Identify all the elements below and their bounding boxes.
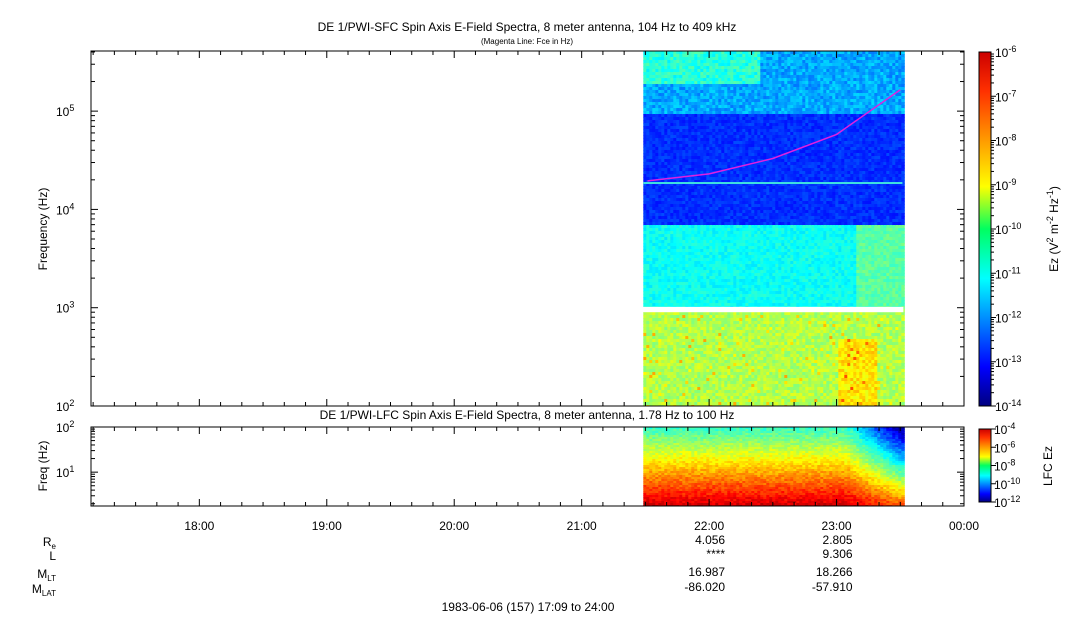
top-colorbar-tick-label: 10-8	[995, 133, 1016, 149]
top-colorbar-tick-label: 10-11	[995, 265, 1021, 281]
time-tick-label: 20:00	[439, 519, 469, 533]
top-y-axis-label: Frequency (Hz)	[36, 188, 50, 271]
fce-line	[647, 89, 901, 182]
time-tick-label: 19:00	[312, 519, 342, 533]
top-colorbar-tick-label: 10-14	[995, 398, 1021, 414]
ephemeris-value: 18.266	[816, 565, 853, 579]
top-colorbar-tick-label: 10-10	[995, 221, 1021, 237]
bottom-colorbar-tick-label: 10-4	[994, 421, 1015, 437]
top-colorbar-tick-label: 10-7	[995, 88, 1016, 104]
top-y-tick-label: 105	[56, 103, 74, 119]
top-y-tick-label: 103	[56, 300, 74, 316]
time-tick-label: 23:00	[822, 519, 852, 533]
bottom-colorbar-tick-label: 10-8	[994, 458, 1015, 474]
ephemeris-row-label: L	[49, 549, 56, 563]
bottom-colorbar-tick-label: 10-12	[994, 494, 1020, 510]
bottom-y-tick-label: 102	[56, 419, 74, 435]
top-spectrogram-image	[642, 51, 905, 406]
top-plot-frame	[90, 50, 965, 407]
bottom-colorbar	[978, 428, 992, 503]
bottom-y-tick-label: 101	[56, 464, 74, 480]
ephemeris-value: -86.020	[684, 580, 725, 594]
top-colorbar-tick-label: 10-9	[995, 177, 1016, 193]
time-tick-label: 18:00	[184, 519, 214, 533]
bottom-spectrogram-image	[643, 427, 905, 506]
time-tick-label: 22:00	[694, 519, 724, 533]
ephemeris-value: 2.805	[823, 533, 853, 547]
top-colorbar-axis: 10-6 10-7 10-8 10-9 10-10 10-11 10-12 10-13 10-1…	[991, 44, 1021, 414]
bottom-chart-title: DE 1/PWI-LFC Spin Axis E-Field Spectra, …	[320, 408, 735, 422]
time-tick-label: 21:00	[567, 519, 597, 533]
top-y-tick-label: 104	[56, 201, 74, 217]
top-chart-title: DE 1/PWI-SFC Spin Axis E-Field Spectra, …	[318, 20, 737, 34]
top-colorbar-tick-label: 10-6	[995, 44, 1016, 60]
ephemeris-value: -57.910	[812, 580, 853, 594]
top-y-tick-label: 102	[56, 398, 74, 414]
ephemeris-value: 9.306	[823, 547, 853, 561]
top-colorbar-label: Ez (V2 m-2 Hz-1)	[1045, 186, 1061, 272]
time-tick-label: 00:00	[949, 519, 979, 533]
ephemeris-row-label: MLT	[37, 567, 56, 583]
bottom-colorbar-label: LFC Ez	[1041, 446, 1055, 486]
top-chart-subtitle: (Magenta Line: Fce in Hz)	[481, 37, 573, 46]
ephemeris-value: 4.056	[695, 533, 725, 547]
ephemeris-value: ****	[706, 547, 725, 561]
top-colorbar-tick-label: 10-12	[995, 310, 1021, 326]
bottom-y-axis-label: Freq (Hz)	[36, 441, 50, 492]
bottom-colorbar-axis: 10-4 10-6 10-8 10-10 10-12	[991, 421, 1020, 510]
ephemeris-row-label: MLAT	[32, 582, 56, 598]
top-y-axis: 102 103 104 105	[56, 51, 964, 414]
ephemeris-table: Re 4.056 2.805 L **** 9.306 MLT 16.987 18.266 MLA…	[32, 533, 853, 598]
time-range-footer: 1983-06-06 (157) 17:09 to 24:00	[442, 600, 615, 614]
bottom-plot-frame	[90, 426, 965, 507]
time-axis: 18:00 19:00 20:00 21:00 22:00 23:00 00:00	[92, 51, 979, 533]
top-colorbar-tick-label: 10-13	[995, 354, 1021, 370]
ephemeris-row-label: Re	[43, 535, 57, 551]
bottom-colorbar-tick-label: 10-10	[994, 476, 1020, 492]
ephemeris-value: 16.987	[688, 565, 725, 579]
bottom-colorbar-tick-label: 10-6	[994, 439, 1015, 455]
bottom-y-axis: 101 102	[56, 419, 964, 505]
top-colorbar	[978, 51, 992, 407]
